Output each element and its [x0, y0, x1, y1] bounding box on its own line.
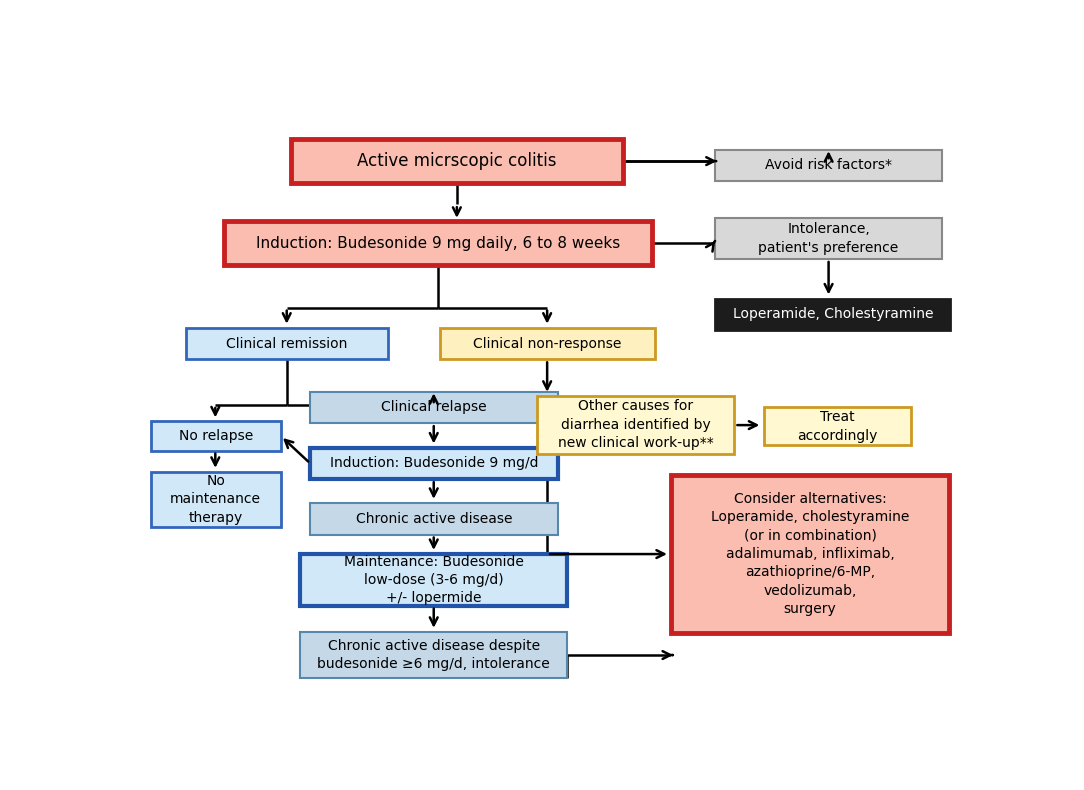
Text: Induction: Budesonide 9 mg daily, 6 to 8 weeks: Induction: Budesonide 9 mg daily, 6 to 8… [256, 235, 620, 250]
FancyBboxPatch shape [310, 448, 558, 480]
Text: Active micrscopic colitis: Active micrscopic colitis [357, 152, 556, 170]
FancyBboxPatch shape [151, 472, 281, 527]
Text: Other causes for
diarrhea identified by
new clinical work-up**: Other causes for diarrhea identified by … [558, 400, 713, 450]
FancyBboxPatch shape [300, 554, 567, 606]
Text: Clinical relapse: Clinical relapse [382, 401, 487, 415]
Text: Intolerance,
patient's preference: Intolerance, patient's preference [759, 222, 899, 254]
FancyBboxPatch shape [151, 421, 281, 450]
FancyBboxPatch shape [715, 218, 942, 259]
Text: Maintenance: Budesonide
low-dose (3-6 mg/d)
+/- lopermide: Maintenance: Budesonide low-dose (3-6 mg… [344, 555, 524, 605]
Text: Treat
accordingly: Treat accordingly [797, 410, 878, 442]
FancyBboxPatch shape [537, 396, 735, 453]
FancyBboxPatch shape [440, 328, 655, 359]
Text: Consider alternatives:
Loperamide, cholestyramine
(or in combination)
adalimumab: Consider alternatives: Loperamide, chole… [711, 492, 909, 616]
FancyBboxPatch shape [300, 632, 567, 678]
Text: Induction: Budesonide 9 mg/d: Induction: Budesonide 9 mg/d [330, 457, 539, 470]
Text: Clinical remission: Clinical remission [227, 337, 347, 351]
Text: No
maintenance
therapy: No maintenance therapy [170, 474, 261, 525]
FancyBboxPatch shape [291, 139, 622, 183]
FancyBboxPatch shape [671, 475, 948, 633]
Text: Chronic active disease despite
budesonide ≥6 mg/d, intolerance: Chronic active disease despite budesonid… [318, 638, 550, 671]
Text: No relapse: No relapse [179, 429, 253, 443]
FancyBboxPatch shape [310, 392, 558, 423]
Text: Loperamide, Cholestyramine: Loperamide, Cholestyramine [733, 307, 933, 322]
FancyBboxPatch shape [186, 328, 388, 359]
FancyBboxPatch shape [715, 149, 942, 181]
Text: Clinical non-response: Clinical non-response [474, 337, 622, 351]
Text: Avoid risk factors*: Avoid risk factors* [765, 158, 892, 172]
FancyBboxPatch shape [310, 503, 558, 535]
FancyBboxPatch shape [223, 221, 653, 265]
FancyBboxPatch shape [715, 299, 951, 330]
FancyBboxPatch shape [764, 408, 911, 446]
Text: Chronic active disease: Chronic active disease [356, 512, 513, 526]
